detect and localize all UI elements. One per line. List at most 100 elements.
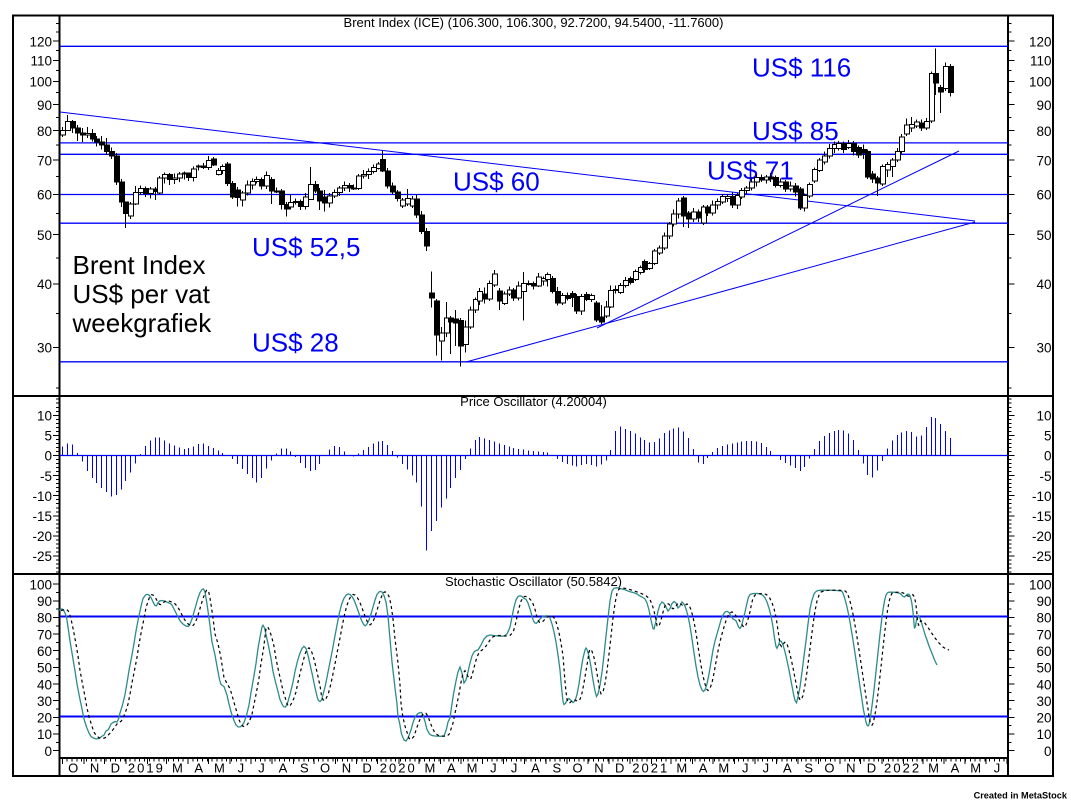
svg-text:60: 60 xyxy=(1036,187,1051,202)
svg-text:-25: -25 xyxy=(32,549,52,564)
svg-text:40: 40 xyxy=(37,677,52,692)
svg-text:-5: -5 xyxy=(40,469,52,484)
svg-text:O: O xyxy=(572,761,582,776)
svg-text:120: 120 xyxy=(29,34,52,49)
svg-text:J: J xyxy=(238,761,245,776)
svg-text:50: 50 xyxy=(1036,661,1051,676)
svg-text:40: 40 xyxy=(37,277,52,292)
svg-text:S: S xyxy=(804,761,813,776)
svg-text:N: N xyxy=(846,761,855,776)
svg-text:20: 20 xyxy=(37,711,52,726)
svg-text:120: 120 xyxy=(1029,34,1052,49)
svg-text:80: 80 xyxy=(37,611,52,626)
svg-text:A: A xyxy=(279,761,288,776)
svg-text:30: 30 xyxy=(37,341,52,356)
svg-text:J: J xyxy=(763,761,770,776)
svg-text:O: O xyxy=(68,761,78,776)
svg-text:M: M xyxy=(676,761,687,776)
svg-text:M: M xyxy=(928,761,939,776)
svg-text:S: S xyxy=(300,761,309,776)
svg-text:110: 110 xyxy=(1030,53,1052,68)
svg-text:70: 70 xyxy=(1036,153,1051,168)
svg-text:J: J xyxy=(994,761,1001,776)
svg-text:60: 60 xyxy=(1036,644,1051,659)
svg-text:80: 80 xyxy=(37,124,52,139)
svg-text:70: 70 xyxy=(1036,627,1051,642)
svg-text:100: 100 xyxy=(29,75,52,90)
svg-text:J: J xyxy=(511,761,518,776)
svg-text:D: D xyxy=(867,761,876,776)
svg-text:US$ 116: US$ 116 xyxy=(752,52,851,82)
svg-text:20: 20 xyxy=(1036,711,1051,726)
svg-text:0: 0 xyxy=(1044,449,1052,464)
svg-text:N: N xyxy=(90,761,99,776)
svg-text:70: 70 xyxy=(37,153,52,168)
svg-text:D: D xyxy=(111,761,120,776)
svg-text:-15: -15 xyxy=(32,509,52,524)
svg-text:N: N xyxy=(342,761,351,776)
svg-text:M: M xyxy=(214,761,225,776)
svg-text:90: 90 xyxy=(1036,594,1051,609)
svg-text:80: 80 xyxy=(1036,124,1051,139)
svg-text:US$ 85: US$ 85 xyxy=(752,116,839,146)
svg-text:5: 5 xyxy=(44,429,52,444)
svg-text:Price Oscillator (4.20004): Price Oscillator (4.20004) xyxy=(460,394,607,409)
svg-text:100: 100 xyxy=(29,577,52,592)
svg-text:A: A xyxy=(447,761,456,776)
svg-text:Brent Index (ICE) (106.300, 10: Brent Index (ICE) (106.300, 106.300, 92.… xyxy=(344,15,724,30)
svg-text:M: M xyxy=(467,761,478,776)
svg-text:50: 50 xyxy=(37,228,52,243)
svg-text:J: J xyxy=(258,761,265,776)
svg-text:Created in MetaStock: Created in MetaStock xyxy=(974,790,1068,800)
svg-text:US$ 28: US$ 28 xyxy=(252,328,339,358)
svg-text:J: J xyxy=(742,761,749,776)
svg-text:40: 40 xyxy=(1036,677,1051,692)
svg-text:A: A xyxy=(194,761,203,776)
svg-text:O: O xyxy=(824,761,834,776)
svg-text:10: 10 xyxy=(37,727,52,742)
svg-text:10: 10 xyxy=(37,409,52,424)
svg-text:M: M xyxy=(424,761,435,776)
svg-text:50: 50 xyxy=(37,661,52,676)
svg-text:90: 90 xyxy=(37,98,52,113)
svg-text:Stochastic Oscillator (50.5842: Stochastic Oscillator (50.5842) xyxy=(445,574,622,589)
svg-text:60: 60 xyxy=(37,644,52,659)
svg-text:60: 60 xyxy=(37,187,52,202)
svg-text:US$ 71: US$ 71 xyxy=(707,156,794,186)
svg-text:D: D xyxy=(615,761,624,776)
svg-text:US$ 52,5: US$ 52,5 xyxy=(252,232,360,262)
svg-text:30: 30 xyxy=(37,694,52,709)
svg-text:M: M xyxy=(172,761,183,776)
svg-text:100: 100 xyxy=(1029,577,1052,592)
svg-text:-20: -20 xyxy=(32,529,52,544)
svg-text:-20: -20 xyxy=(1032,529,1052,544)
svg-text:30: 30 xyxy=(1036,341,1051,356)
svg-text:90: 90 xyxy=(37,594,52,609)
svg-text:A: A xyxy=(531,761,540,776)
svg-text:-15: -15 xyxy=(1032,509,1052,524)
svg-text:-5: -5 xyxy=(1039,469,1051,484)
svg-text:S: S xyxy=(553,761,562,776)
svg-text:10: 10 xyxy=(1036,727,1051,742)
svg-text:-10: -10 xyxy=(1032,489,1052,504)
svg-text:A: A xyxy=(951,761,960,776)
svg-text:A: A xyxy=(699,761,708,776)
svg-text:M: M xyxy=(970,761,981,776)
svg-text:D: D xyxy=(362,761,371,776)
svg-text:O: O xyxy=(320,761,330,776)
svg-text:J: J xyxy=(490,761,497,776)
svg-text:-10: -10 xyxy=(32,489,52,504)
svg-text:0: 0 xyxy=(44,744,52,759)
svg-text:80: 80 xyxy=(1036,611,1051,626)
svg-text:-25: -25 xyxy=(1032,549,1052,564)
svg-text:A: A xyxy=(783,761,792,776)
svg-text:weekgrafiek: weekgrafiek xyxy=(72,308,213,338)
svg-text:10: 10 xyxy=(1036,409,1051,424)
svg-text:US$ 60: US$ 60 xyxy=(453,167,540,197)
svg-text:M: M xyxy=(718,761,729,776)
svg-text:30: 30 xyxy=(1036,694,1051,709)
svg-text:50: 50 xyxy=(1036,228,1051,243)
svg-text:Brent Index: Brent Index xyxy=(73,250,206,280)
svg-text:100: 100 xyxy=(1029,75,1052,90)
svg-text:5: 5 xyxy=(1044,429,1052,444)
